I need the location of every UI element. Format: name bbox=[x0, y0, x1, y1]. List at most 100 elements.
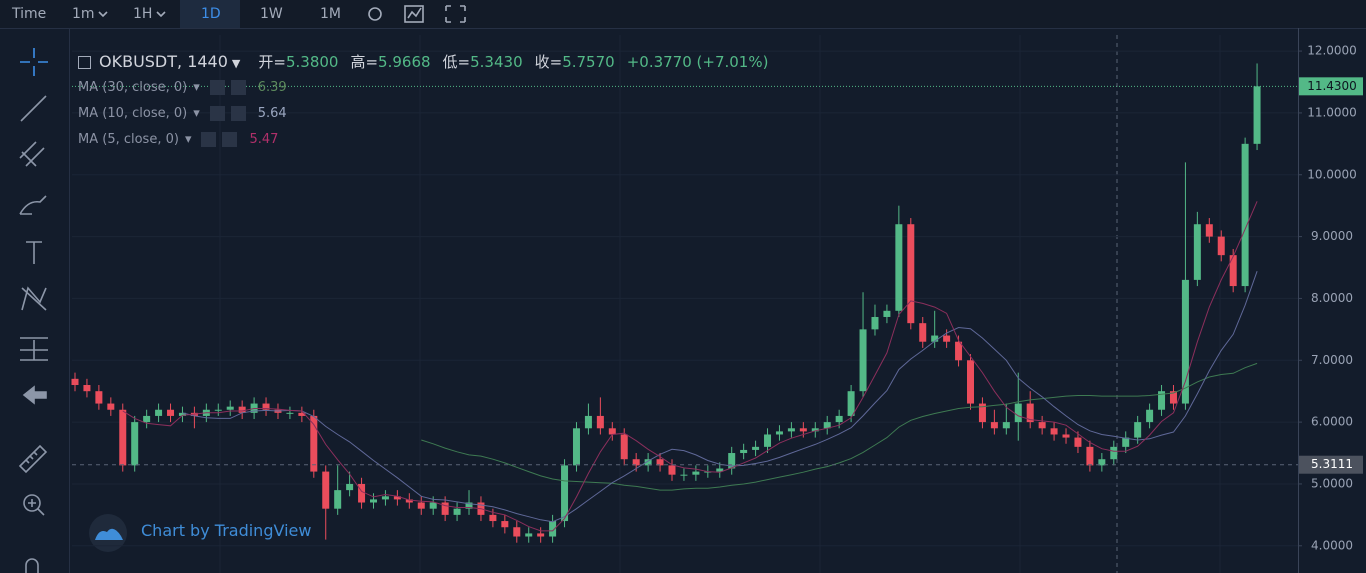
text-tool[interactable] bbox=[26, 241, 42, 264]
collapse-icon[interactable] bbox=[78, 56, 91, 69]
magnet-tool[interactable] bbox=[25, 558, 39, 573]
fullscreen-icon[interactable] bbox=[445, 5, 466, 23]
last-price-box bbox=[1299, 77, 1363, 96]
candle-body bbox=[883, 310, 891, 317]
y-tick-label: 11.0000 bbox=[1307, 105, 1357, 119]
ma-caret[interactable]: ▾ bbox=[193, 80, 200, 95]
fib-tool[interactable] bbox=[19, 141, 45, 167]
candle-body bbox=[119, 409, 127, 466]
brush-tool[interactable] bbox=[19, 195, 47, 215]
candle-body bbox=[740, 449, 748, 454]
candle-body bbox=[1026, 403, 1034, 423]
candle-body bbox=[990, 422, 998, 429]
time-button[interactable]: Time bbox=[12, 6, 47, 22]
last-price-label: 11.4300 bbox=[1307, 79, 1357, 93]
candle-body bbox=[561, 465, 569, 522]
interval-button[interactable]: 1H bbox=[133, 6, 153, 22]
chart-header: OKBUSDT, 1440 ▼ 开=5.3800 高=5.9668 低=5.3430 收=… bbox=[78, 50, 780, 74]
ma-name[interactable]: MA (5, close, 0) bbox=[78, 132, 179, 147]
candle-body bbox=[525, 533, 533, 537]
candle-body bbox=[584, 415, 592, 429]
candle-body bbox=[465, 502, 473, 509]
candle-body bbox=[298, 412, 306, 416]
caret[interactable] bbox=[156, 11, 166, 18]
candle-body bbox=[513, 527, 521, 537]
prediction-tool[interactable] bbox=[20, 337, 48, 361]
candle-body bbox=[322, 471, 330, 509]
candle-body bbox=[620, 434, 628, 460]
candle-body bbox=[811, 428, 819, 432]
ma-line bbox=[122, 201, 1258, 532]
candle-body bbox=[238, 406, 246, 413]
y-tick-label: 12.0000 bbox=[1307, 44, 1357, 58]
candle-body bbox=[1253, 86, 1261, 144]
ma-settings[interactable] bbox=[209, 106, 225, 121]
symbol-caret[interactable]: ▼ bbox=[231, 57, 241, 70]
toolbar-icons bbox=[98, 5, 466, 23]
candle-body bbox=[393, 496, 401, 500]
ruler-tool[interactable] bbox=[18, 444, 48, 474]
y-tick-label: 7.0000 bbox=[1311, 353, 1353, 367]
candle-body bbox=[907, 224, 915, 324]
y-tick-label: 10.0000 bbox=[1307, 167, 1357, 181]
candle-body bbox=[1193, 224, 1201, 280]
caret[interactable] bbox=[98, 11, 108, 18]
candle-body bbox=[835, 415, 843, 423]
candle-body bbox=[1002, 422, 1010, 429]
candle-body bbox=[764, 434, 772, 447]
candle-body bbox=[358, 483, 366, 503]
candle-body bbox=[178, 412, 186, 416]
back-tool[interactable] bbox=[22, 385, 47, 405]
y-tick-label: 9.0000 bbox=[1311, 229, 1353, 243]
ma-caret[interactable]: ▾ bbox=[184, 132, 192, 147]
indicator-icon[interactable] bbox=[404, 5, 424, 23]
candle-body bbox=[1241, 143, 1249, 287]
ma-remove[interactable] bbox=[230, 80, 246, 95]
candle-body bbox=[167, 409, 175, 416]
trend-line-tool[interactable] bbox=[20, 95, 47, 122]
candle-body bbox=[334, 490, 342, 509]
candle-body bbox=[1122, 437, 1130, 447]
y-tick-label: 4.0000 bbox=[1311, 538, 1353, 552]
candle-body bbox=[1158, 391, 1166, 410]
settings-icon[interactable] bbox=[368, 7, 382, 21]
candle-body bbox=[656, 459, 664, 466]
candle-body bbox=[1098, 459, 1106, 466]
ohlc-label: 收= bbox=[534, 53, 563, 71]
candle-body bbox=[549, 521, 557, 537]
watermark: Chart by TradingView bbox=[141, 521, 312, 540]
candle-body bbox=[131, 422, 139, 466]
ma-line bbox=[421, 362, 1258, 491]
candle-body bbox=[799, 428, 807, 432]
zoom-tool-detail bbox=[28, 499, 45, 516]
ma-value: 5.64 bbox=[257, 106, 287, 121]
candle-body bbox=[537, 533, 545, 537]
interval-button[interactable]: 1W bbox=[260, 6, 283, 22]
indicator-icon-line bbox=[407, 7, 422, 19]
ma-name[interactable]: MA (30, close, 0) bbox=[78, 80, 188, 95]
crosshair-tool[interactable] bbox=[20, 48, 48, 76]
ma-settings[interactable] bbox=[201, 132, 217, 147]
candle-body bbox=[1229, 255, 1237, 287]
change: +0.3770 (+7.01%) bbox=[626, 53, 769, 71]
interval-button[interactable]: 1D bbox=[201, 6, 221, 22]
pattern-tool[interactable] bbox=[21, 286, 47, 311]
ma-name[interactable]: MA (10, close, 0) bbox=[78, 106, 188, 121]
candle-body bbox=[931, 335, 939, 342]
candle-body bbox=[847, 391, 855, 416]
candle-body bbox=[895, 224, 903, 311]
interval-button[interactable]: 1m bbox=[72, 6, 95, 22]
zoom-tool[interactable] bbox=[23, 494, 41, 512]
watermark-logo-cloud bbox=[95, 528, 123, 540]
candle-body bbox=[286, 412, 294, 414]
ma-settings[interactable] bbox=[209, 80, 225, 95]
candle-body bbox=[871, 316, 879, 330]
candle-body bbox=[978, 403, 986, 423]
ma-remove[interactable] bbox=[230, 106, 246, 121]
ma-caret[interactable]: ▾ bbox=[193, 106, 200, 121]
interval-button[interactable]: 1M bbox=[320, 6, 341, 22]
ohlc-value: 5.3430 bbox=[470, 53, 523, 71]
ma-remove[interactable] bbox=[222, 132, 238, 147]
candle-body bbox=[71, 378, 79, 386]
candle-body bbox=[83, 385, 91, 392]
